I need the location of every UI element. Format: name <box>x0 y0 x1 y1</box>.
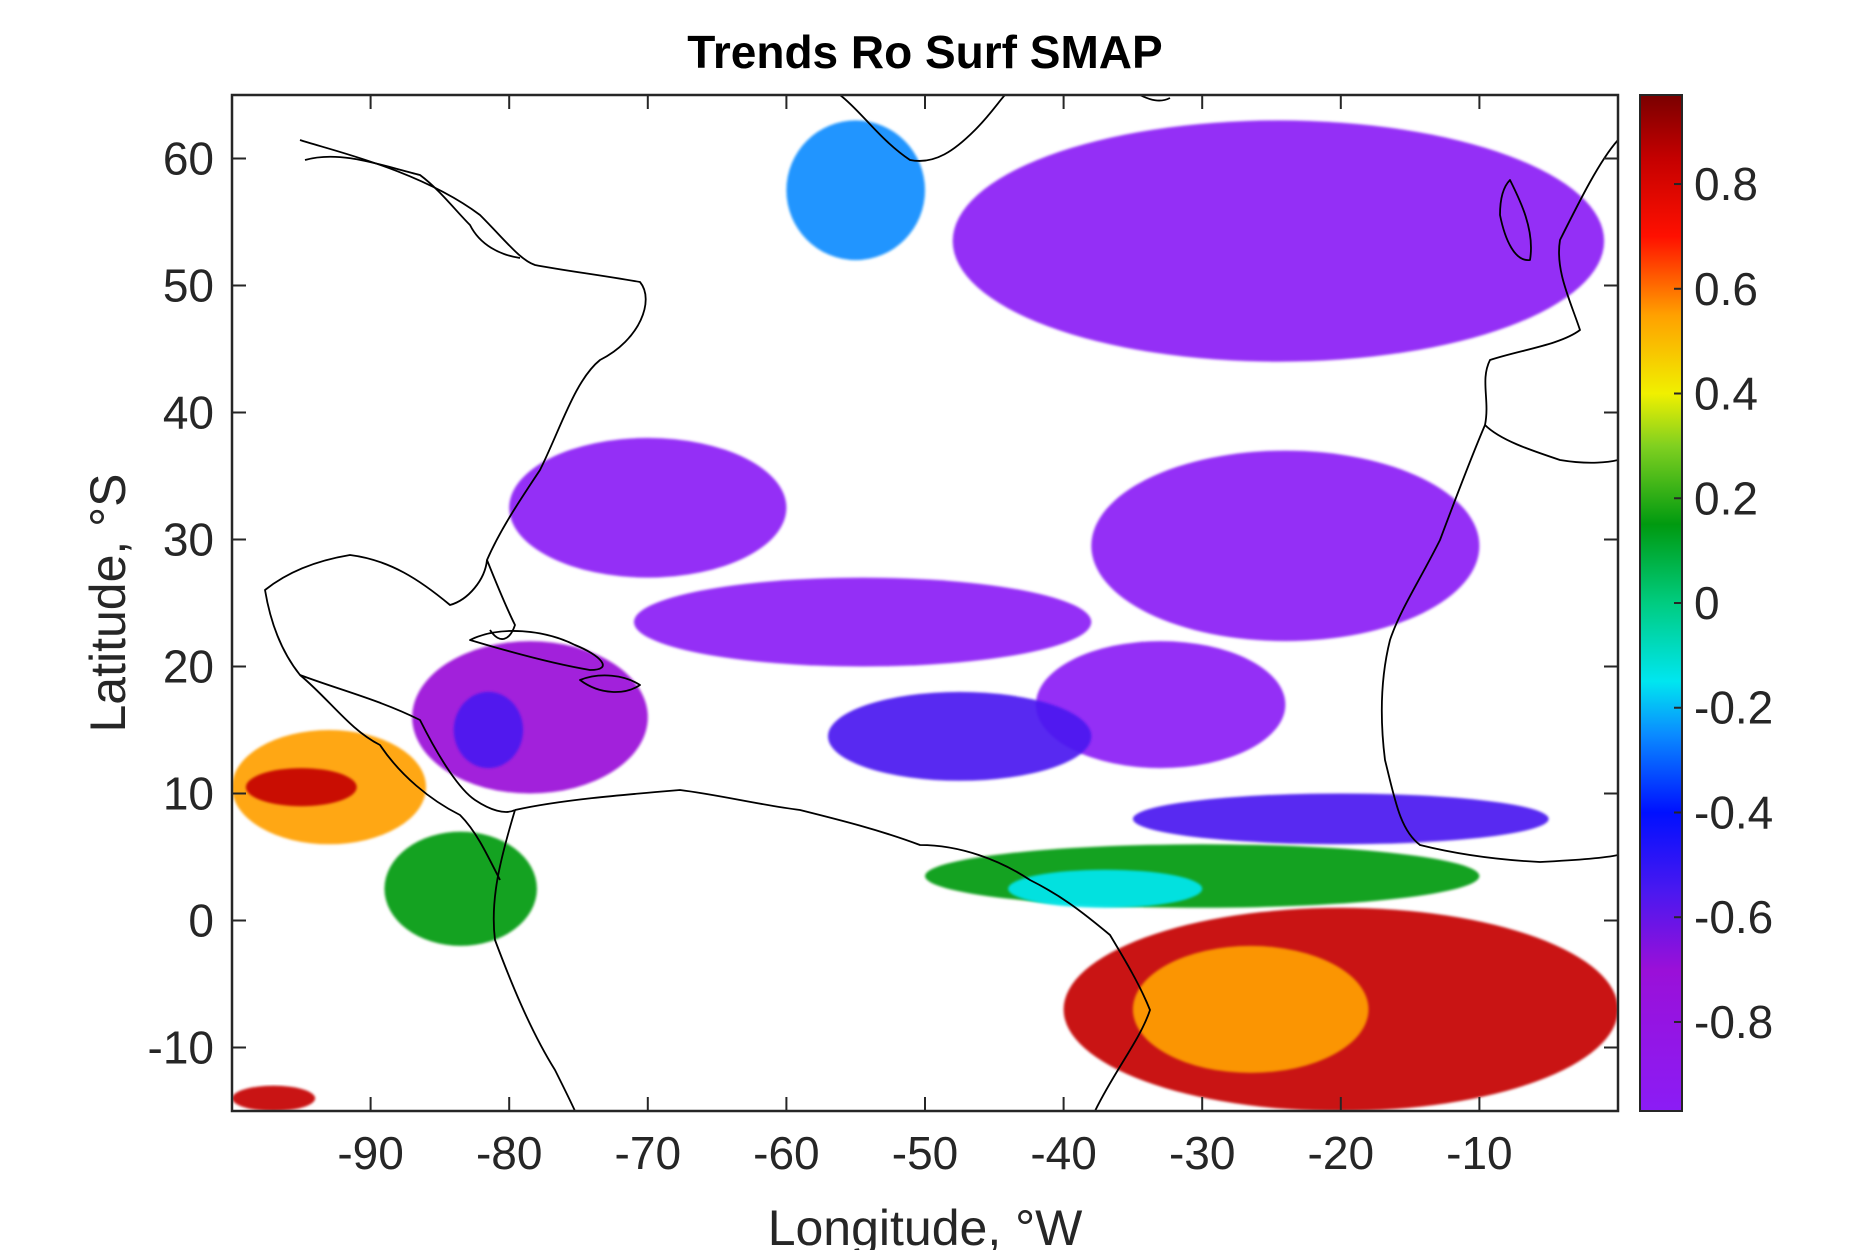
heat-region-south-equatorial-yellow <box>1132 945 1369 1073</box>
y-tick-label: 30 <box>163 514 214 566</box>
x-tick-label: -70 <box>615 1127 681 1179</box>
colorbar-tick-label: 0 <box>1694 577 1720 629</box>
y-tick-label: 0 <box>188 895 214 947</box>
colorbar-tick-label: -0.6 <box>1694 891 1773 943</box>
y-tick-label: -10 <box>148 1022 214 1074</box>
coastline-south-america <box>514 789 1151 1111</box>
coastline-central-america <box>299 674 516 813</box>
x-tick-label: -50 <box>892 1127 958 1179</box>
heat-region-southeast-pacific-corner <box>232 1085 316 1111</box>
coastlines <box>264 95 1618 1111</box>
x-tick-label: -60 <box>753 1127 819 1179</box>
coastline-hispaniola <box>579 674 641 693</box>
heat-region-equatorial-green-band <box>924 844 1480 908</box>
colorbar-tick-label: -0.4 <box>1694 786 1773 838</box>
x-axis: -90 -80 -70 -60 -50 -40 -30 -20 -10 <box>337 95 1513 1179</box>
chart-title: Trends Ro Surf SMAP <box>687 26 1162 78</box>
colorbar-tick-label: 0.4 <box>1694 368 1758 420</box>
y-tick-label: 50 <box>163 260 214 312</box>
x-axis-label: Longitude, °W <box>768 1200 1083 1250</box>
heat-region-labrador-sea <box>786 120 925 261</box>
y-axis: -10 0 10 20 30 40 50 60 <box>148 133 1618 1074</box>
heat-region-guinea-coast-band <box>1132 793 1549 845</box>
x-tick-label: -40 <box>1030 1127 1096 1179</box>
heat-region-equatorial-cyan-core <box>1008 869 1203 908</box>
y-tick-label: 60 <box>163 133 214 185</box>
heat-region-eastern-pacific-hotspots <box>245 768 357 807</box>
x-tick-label: -10 <box>1446 1127 1512 1179</box>
coastline-florida <box>486 559 516 640</box>
heat-region-canary-basin <box>1091 450 1480 642</box>
heatmap-field <box>232 120 1618 1111</box>
heat-region-gulf-stream-band <box>509 437 787 578</box>
y-axis-label: Latitude, °S <box>80 473 136 732</box>
heat-region-panama-bight <box>384 831 537 946</box>
heat-region-subtropical-25n-west <box>633 577 1092 667</box>
colorbar-tick-label: -0.2 <box>1694 682 1773 734</box>
y-tick-label: 40 <box>163 387 214 439</box>
coastline-greenland <box>839 95 1006 162</box>
coastline-africa <box>1380 424 1618 863</box>
colorbar-tick-label: 0.2 <box>1694 472 1758 524</box>
coastline-british-isles <box>1499 179 1532 261</box>
coastline-south-america-west <box>492 809 576 1111</box>
coastline-europe <box>1484 139 1618 464</box>
heat-region-north-equatorial-countercurrent <box>827 691 1092 781</box>
colorbar-axis: 0.8 0.6 0.4 0.2 0 -0.2 -0.4 -0.6 -0.8 <box>1674 158 1773 1048</box>
coastline-hudson-bay <box>304 155 521 259</box>
y-tick-label: 20 <box>163 641 214 693</box>
heat-region-cayman-low <box>453 691 524 769</box>
x-tick-label: -80 <box>476 1127 542 1179</box>
x-tick-label: -90 <box>337 1127 403 1179</box>
colorbar-tick-label: 0.6 <box>1694 263 1758 315</box>
heat-region-caribbean <box>412 641 648 794</box>
x-tick-label: -30 <box>1169 1127 1235 1179</box>
heat-region-northeast-subpolar <box>952 120 1605 362</box>
coastline-north-america <box>264 139 647 881</box>
heat-region-eastern-tropical-15n <box>1035 641 1286 769</box>
colorbar-tick-label: -0.8 <box>1694 996 1773 1048</box>
colorbar-tick-label: 0.8 <box>1694 158 1758 210</box>
coastline-cuba <box>469 630 604 671</box>
y-tick-label: 10 <box>163 768 214 820</box>
x-tick-label: -20 <box>1308 1127 1374 1179</box>
